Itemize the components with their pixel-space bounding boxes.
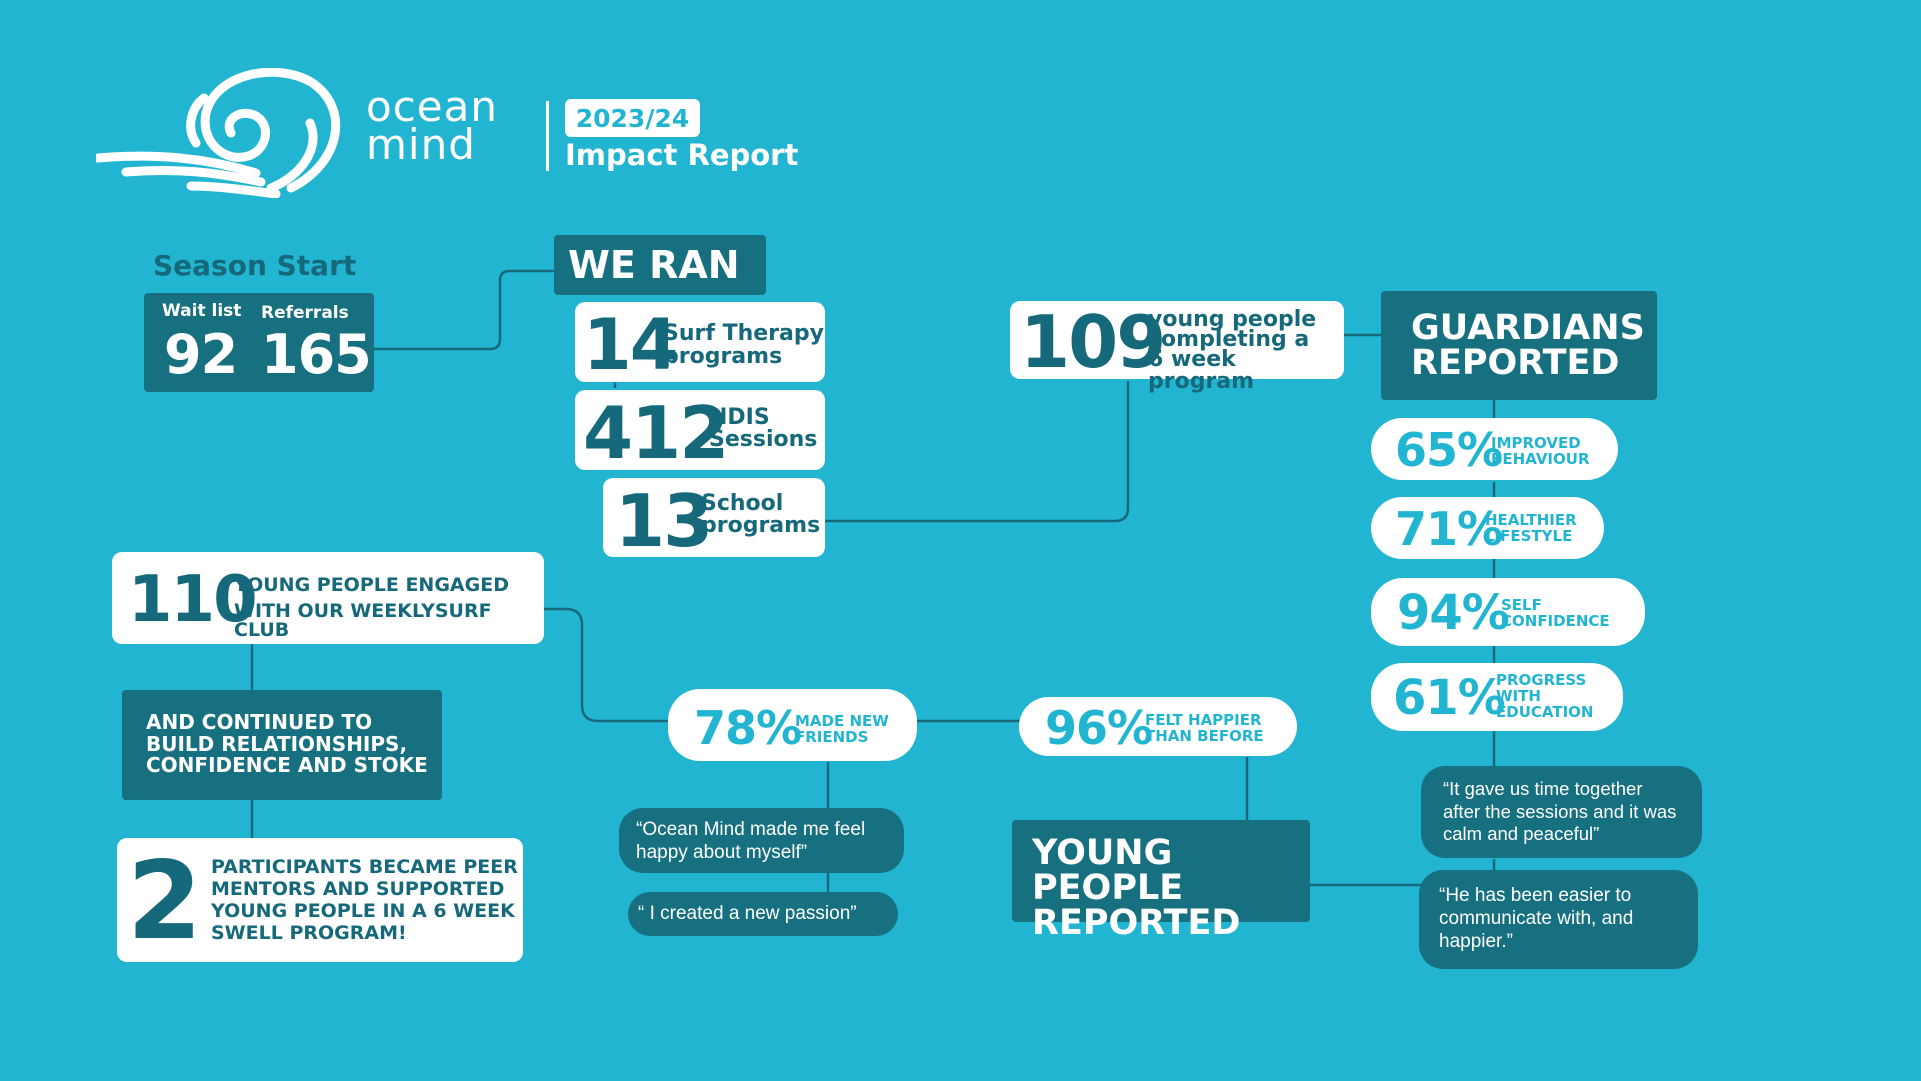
guardian-stat-confidence: 94% SELF CONFIDENCE <box>1371 578 1645 646</box>
guardian-stat-education-value: 61% <box>1393 670 1506 726</box>
surf-club-card: 110 YOUNG PEOPLE ENGAGED WITH OUR WEEKLY… <box>112 552 544 644</box>
guardian-stat-lifestyle-label-2: LIFESTYLE <box>1485 527 1573 545</box>
header-divider <box>546 101 549 171</box>
yp-stat-friends-label-2: FRIENDS <box>795 728 869 746</box>
peer-mentors-line-4: SWELL PROGRAM! <box>211 922 407 944</box>
peer-mentors-line-3: YOUNG PEOPLE IN A 6 WEEK <box>211 900 515 922</box>
yp-stat-happier-label-1: FELT HAPPIER <box>1145 711 1262 729</box>
guardians-heading-box: GUARDIANS REPORTED <box>1381 291 1657 400</box>
peer-mentors-line-2: MENTORS AND SUPPORTED <box>211 878 505 900</box>
guardian-stat-education: 61% PROGRESS WITH EDUCATION <box>1371 663 1623 731</box>
guardian-stat-lifestyle-value: 71% <box>1395 502 1503 556</box>
guardian-stat-behaviour: 65% IMPROVED BEHAVIOUR <box>1371 418 1618 480</box>
wave-logo-icon <box>96 68 341 198</box>
waitlist-label: Wait list <box>162 301 242 321</box>
guardian-stat-behaviour-label-1: IMPROVED <box>1491 434 1581 452</box>
peer-mentors-line-1: PARTICIPANTS BECAME PEER <box>211 856 518 878</box>
school-programs-label-1: School <box>701 491 784 516</box>
guardian-stat-education-label-1: PROGRESS <box>1496 671 1587 689</box>
referrals-value: 165 <box>261 323 372 386</box>
yp-stat-happier-value: 96% <box>1045 701 1153 755</box>
ndis-label-1: NDIS <box>709 405 770 430</box>
yp-reported-heading-line-1: YOUNG PEOPLE <box>1032 833 1184 908</box>
guardian-stat-confidence-label-2: CONFIDENCE <box>1501 612 1610 630</box>
continued-line-1: AND CONTINUED TO <box>146 710 373 734</box>
peer-mentors-card: 2 PARTICIPANTS BECAME PEER MENTORS AND S… <box>117 838 523 962</box>
ndis-card: 412 NDIS Sessions <box>575 390 825 470</box>
completion-label-3: 6 week program <box>1148 347 1255 394</box>
guardian-stat-education-label-3: EDUCATION <box>1496 703 1594 721</box>
yp-reported-heading-box: YOUNG PEOPLE REPORTED <box>1012 820 1310 941</box>
guardians-heading-line-1: GUARDIANS <box>1411 308 1645 348</box>
season-start-heading: Season Start <box>153 249 357 282</box>
connector-110-78 <box>543 607 669 723</box>
completion-value: 109 <box>1020 300 1166 384</box>
peer-mentors-value: 2 <box>127 839 202 964</box>
logo-wordmark-ocean: ocean <box>366 82 498 131</box>
surf-therapy-card: 14 Surf Therapy programs <box>575 302 825 382</box>
connector-season-weran <box>373 269 555 351</box>
yp-reported-heading-line-2: REPORTED <box>1032 903 1241 943</box>
we-ran-heading: WE RAN <box>568 243 740 287</box>
guardian-quote-2: “He has been easier to communicate with,… <box>1419 870 1698 969</box>
guardian-stat-behaviour-value: 65% <box>1395 423 1503 477</box>
connector-school-109 <box>825 381 1130 523</box>
logo-wordmark-mind: mind <box>366 120 476 169</box>
ndis-value: 412 <box>583 391 729 475</box>
school-programs-card: 13 School programs <box>603 478 825 557</box>
surf-therapy-label-2: programs <box>663 344 783 369</box>
year-badge: 2023/24 <box>565 99 700 137</box>
ocean-mind-logo: ocean mind <box>96 68 526 198</box>
continued-box: AND CONTINUED TO BUILD RELATIONSHIPS, CO… <box>122 690 442 800</box>
yp-quote-1: “Ocean Mind made me feel happy about mys… <box>619 808 904 873</box>
guardian-stat-education-label-2: WITH <box>1496 687 1541 705</box>
guardian-quote-1: “It gave us time together after the sess… <box>1421 766 1702 858</box>
school-programs-value: 13 <box>615 479 713 563</box>
guardian-stat-confidence-value: 94% <box>1397 585 1510 641</box>
guardian-quote-1-text: “It gave us time together after the sess… <box>1443 778 1677 845</box>
yp-stat-happier-label-2: THAN BEFORE <box>1145 727 1264 745</box>
waitlist-value: 92 <box>164 323 238 386</box>
completion-label-1: young people <box>1148 307 1317 332</box>
school-programs-label-2: programs <box>701 513 821 538</box>
yp-stat-friends: 78% MADE NEW FRIENDS <box>668 689 917 761</box>
surf-club-label-1: YOUNG PEOPLE ENGAGED <box>234 574 509 596</box>
we-ran-heading-box: WE RAN <box>554 235 766 295</box>
surf-club-value: 110 <box>128 563 258 637</box>
guardian-stat-confidence-label-1: SELF <box>1501 596 1542 614</box>
surf-therapy-label-1: Surf Therapy <box>663 321 824 346</box>
guardian-quote-2-text: “He has been easier to communicate with,… <box>1439 885 1634 953</box>
guardian-stat-lifestyle-label-1: HEALTHIER <box>1485 511 1577 529</box>
completion-card: 109 young people completing a 6 week pro… <box>1010 300 1344 393</box>
continued-line-2: BUILD RELATIONSHIPS, <box>146 731 408 756</box>
referrals-label: Referrals <box>261 303 349 323</box>
continued-line-3: CONFIDENCE AND STOKE <box>146 753 428 778</box>
guardian-stat-lifestyle: 71% HEALTHIER LIFESTYLE <box>1371 497 1604 559</box>
yp-stat-friends-value: 78% <box>694 701 802 755</box>
surf-club-label-2: WITH OUR WEEKLYSURF CLUB <box>234 600 492 642</box>
surf-therapy-value: 14 <box>583 304 678 386</box>
ndis-label-2: Sessions <box>709 427 818 452</box>
report-title: Impact Report <box>565 138 799 172</box>
yp-quote-1-text: “Ocean Mind made me feel happy about mys… <box>636 819 866 864</box>
guardian-stat-behaviour-label-2: BEHAVIOUR <box>1491 450 1590 468</box>
yp-stat-friends-label-1: MADE NEW <box>795 712 889 730</box>
season-start-card: Wait list 92 Referrals 165 <box>144 293 374 392</box>
completion-label-2: completing a <box>1148 327 1310 352</box>
yp-quote-2: “ I created a new passion” <box>628 892 898 936</box>
year-label: 2023/24 <box>575 103 690 133</box>
guardians-heading-line-2: REPORTED <box>1411 343 1620 383</box>
yp-stat-happier: 96% FELT HAPPIER THAN BEFORE <box>1019 697 1297 756</box>
yp-quote-2-text: “ I created a new passion” <box>638 903 857 924</box>
